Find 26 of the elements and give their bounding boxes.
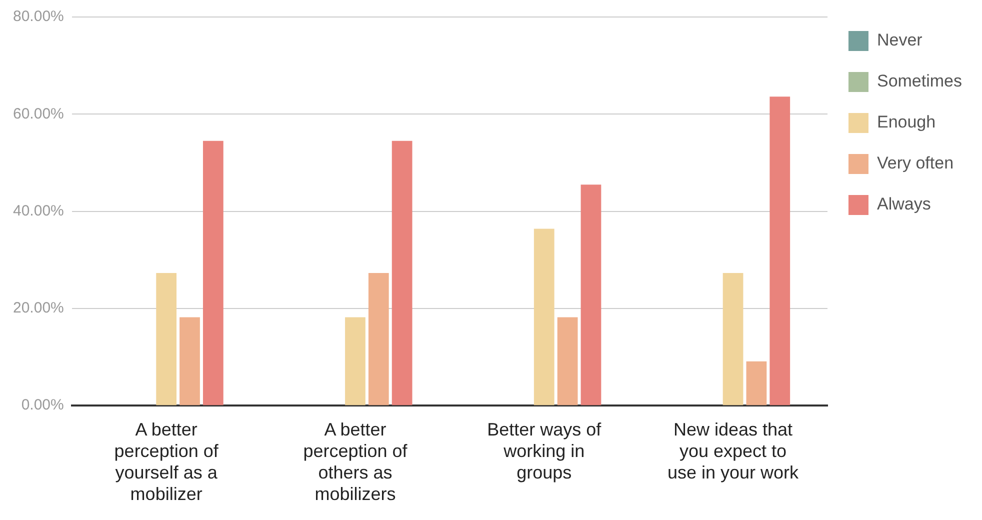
legend-label: Sometimes bbox=[876, 72, 962, 91]
bar bbox=[202, 140, 224, 406]
y-tick-label: 20.00% bbox=[13, 300, 64, 317]
bar bbox=[368, 272, 389, 406]
bar bbox=[156, 272, 177, 406]
bar bbox=[557, 317, 578, 406]
legend-label: Always bbox=[876, 194, 931, 214]
legend-label: Never bbox=[876, 30, 923, 50]
bar bbox=[345, 317, 366, 406]
bar bbox=[770, 96, 790, 406]
x-tick-label: A better perception of yourself as a mobilizer bbox=[114, 419, 220, 504]
bar bbox=[580, 184, 602, 406]
bar bbox=[534, 228, 554, 406]
y-tick-label: 40.00% bbox=[13, 202, 64, 220]
x-tick-label: A better perception of others as mobilizers bbox=[303, 419, 408, 504]
x-tick-label: New ideas that you expect to use in your work bbox=[667, 419, 800, 483]
bar bbox=[722, 272, 744, 406]
bar bbox=[392, 140, 412, 406]
legend-label: Enough bbox=[876, 112, 936, 132]
bar bbox=[746, 361, 767, 406]
legend-label: Very often bbox=[876, 154, 954, 173]
bar bbox=[180, 317, 200, 406]
x-tick-label: Better ways of working in groups bbox=[487, 419, 602, 483]
y-tick-label: 60.00% bbox=[13, 105, 64, 122]
y-tick-label: 80.00% bbox=[13, 8, 64, 26]
y-tick-label: 0.00% bbox=[21, 396, 64, 414]
